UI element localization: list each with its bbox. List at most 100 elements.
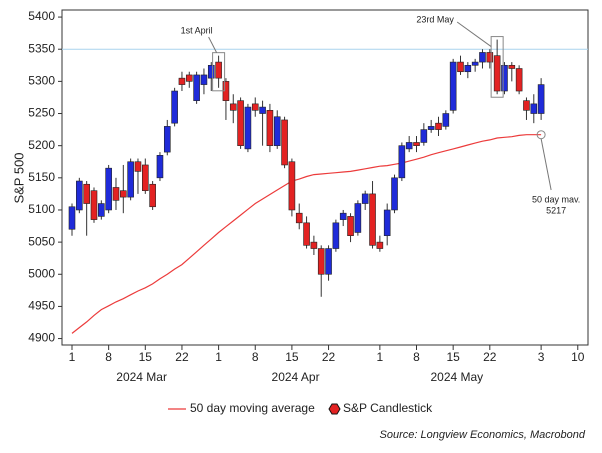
x-group-label: 2024 Mar [116,370,167,384]
candle-body [508,64,516,69]
x-group-label: 2024 Apr [272,370,320,384]
candle-body [369,193,376,246]
candle-body [163,126,171,153]
candle-body [501,64,508,92]
candle-body [200,74,208,85]
y-tick-label: 4950 [28,299,55,313]
candle-body [178,77,186,85]
candle-body [347,216,354,236]
y-tick-label: 5250 [28,106,55,120]
legend-label: S&P Candlestick [343,401,433,415]
candle-body [442,113,450,127]
x-tick-label: 1 [377,350,384,364]
x-tick-label: 1 [69,350,76,364]
annotation: 23rd May [416,14,454,24]
annotation: 1st April [181,25,213,35]
candle-body [207,64,215,79]
y-tick-label: 5200 [28,138,55,152]
candle-body [391,177,398,211]
candle-body [310,241,318,249]
y-tick-label: 5150 [28,170,55,184]
candle-body [171,90,178,124]
candle-body [120,190,127,198]
candle-body [295,212,303,224]
candle-body [325,248,332,275]
y-tick-label: 5400 [28,9,55,23]
candle-body [105,167,112,211]
x-tick-label: 22 [175,350,189,364]
candle-body [405,142,413,150]
y-tick-label: 5100 [28,202,55,216]
candle-body [68,206,76,230]
x-tick-label: 22 [483,350,497,364]
candle-body [413,142,420,146]
x-tick-label: 10 [571,350,585,364]
candle-body [354,203,362,233]
candle-body [339,212,347,220]
candle-body [112,187,120,201]
candle-body [215,61,222,79]
candle-body [457,61,464,73]
annotation-value: 5217 [546,205,566,215]
candle-body [259,106,266,114]
x-tick-label: 1 [215,350,222,364]
x-tick-label: 15 [285,350,299,364]
candle-body [486,52,494,63]
candle-body [523,100,530,111]
candle-body [229,103,237,111]
candle-body [127,161,134,198]
candle-body [98,203,105,217]
candle-body [156,155,164,179]
candle-body [464,64,472,73]
annotation: 50 day mav. [532,194,580,204]
candle-body [361,193,369,204]
x-tick-label: 8 [105,350,112,364]
candle-body [435,122,442,130]
y-tick-label: 5300 [28,74,55,88]
candle-body [244,106,252,150]
candle-body [185,74,193,82]
candle-body [288,161,296,211]
candle-body [134,161,142,172]
x-tick-label: 3 [538,350,545,364]
candle-body [537,84,545,114]
source: Source: Longview Economics, Macrobond [380,429,586,441]
candle-body [266,110,274,146]
highlight-box [212,52,226,92]
x-tick-label: 8 [413,350,420,364]
candle-body [471,61,479,66]
x-tick-label: 15 [446,350,460,364]
candle-body [251,103,259,111]
candle-body [332,222,340,249]
candle-body [515,68,523,92]
x-group-label: 2024 May [430,370,483,384]
x-tick-label: 15 [139,350,153,364]
candle-body [76,180,83,211]
y-tick-label: 5350 [28,41,55,55]
candle-body [376,241,384,249]
x-tick-label: 8 [252,350,259,364]
candle-body [193,74,200,101]
candle-body [420,129,428,143]
candle-body [449,61,457,111]
candle-body [83,183,90,204]
y-tick-label: 5000 [28,266,55,280]
y-axis-label: S&P 500 [11,152,26,203]
candle-body [317,248,325,275]
x-tick-label: 22 [322,350,336,364]
annotation-leader [456,21,492,47]
plot-frame [61,9,589,346]
candle-body [303,222,310,246]
candle-body [90,190,98,220]
candle-body [142,164,149,191]
y-tick-label: 4900 [28,331,55,345]
candle-body [237,100,244,146]
candle-body [427,126,435,130]
legend-label: 50 day moving average [190,401,315,415]
annotation-leader [208,36,218,53]
y-tick-label: 5050 [28,234,55,248]
highlight-box [490,36,504,98]
candle-body [493,55,501,92]
candle-body [281,119,288,166]
